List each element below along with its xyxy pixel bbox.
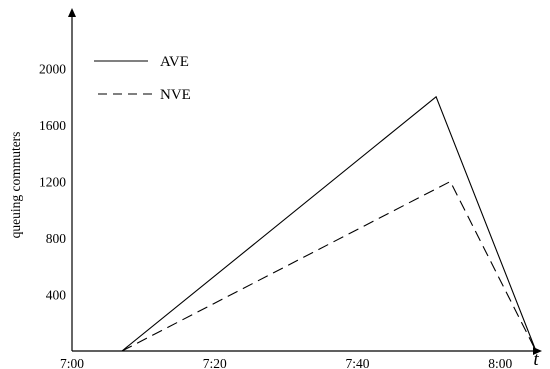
- series-layer: [121, 95, 537, 352]
- y-tick-label: 1600: [39, 118, 66, 133]
- x-tick-label: 8:00: [488, 356, 512, 369]
- y-axis-title: queuing commuters: [8, 132, 23, 239]
- series-line-nve: [121, 180, 537, 352]
- y-tick-label: 1200: [39, 175, 66, 190]
- x-tick-label: 7:00: [60, 356, 84, 369]
- legend-label-ave: AVE: [160, 54, 189, 70]
- x-tick-labels: 7:00 7:20 7:40 8:00: [60, 356, 513, 369]
- y-tick-label: 800: [46, 231, 67, 246]
- series-line-ave: [121, 95, 537, 352]
- x-tick-label: 7:20: [203, 356, 227, 369]
- legend: AVE NVE: [94, 54, 191, 103]
- y-tick-labels: 400 800 1200 1600 2000: [39, 62, 66, 303]
- x-axis-title: t: [533, 349, 539, 369]
- y-tick-label: 2000: [39, 62, 66, 77]
- y-tick-label: 400: [46, 288, 67, 303]
- x-tick-label: 7:40: [346, 356, 370, 369]
- legend-label-nve: NVE: [160, 87, 191, 103]
